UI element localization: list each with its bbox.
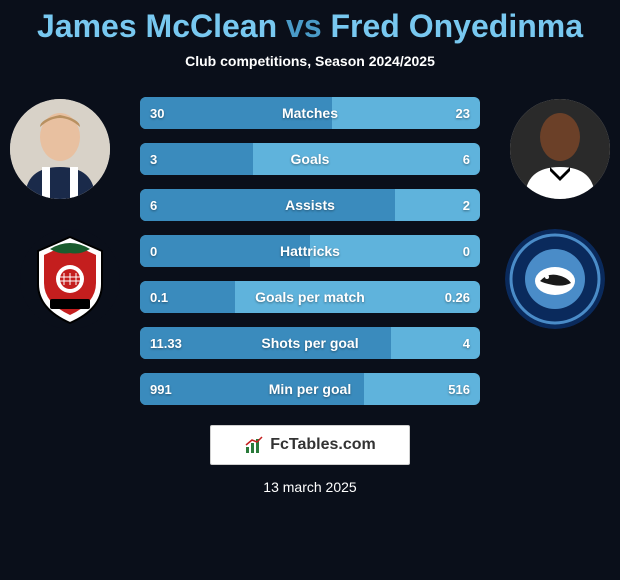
stat-label: Min per goal <box>140 381 480 397</box>
vs-label: vs <box>286 8 322 44</box>
stat-row: 6Assists2 <box>140 189 480 221</box>
fctables-logo: FcTables.com <box>210 425 410 465</box>
player1-name: James McClean <box>37 8 277 44</box>
stat-value-right: 0.26 <box>445 290 470 305</box>
subtitle: Club competitions, Season 2024/2025 <box>0 53 620 69</box>
stat-label: Goals per match <box>140 289 480 305</box>
stat-row: 3Goals6 <box>140 143 480 175</box>
stat-label: Goals <box>140 151 480 167</box>
stat-label: Assists <box>140 197 480 213</box>
date-label: 13 march 2025 <box>0 479 620 495</box>
stat-label: Matches <box>140 105 480 121</box>
chart-icon <box>244 435 264 455</box>
stat-label: Shots per goal <box>140 335 480 351</box>
stat-row: 11.33Shots per goal4 <box>140 327 480 359</box>
player2-name: Fred Onyedinma <box>331 8 584 44</box>
stat-row: 30Matches23 <box>140 97 480 129</box>
stat-row: 0Hattricks0 <box>140 235 480 267</box>
fctables-text: FcTables.com <box>270 436 376 454</box>
player1-club-crest <box>20 229 120 329</box>
stat-row: 0.1Goals per match0.26 <box>140 281 480 313</box>
stat-value-right: 2 <box>463 198 470 213</box>
stat-value-right: 516 <box>448 382 470 397</box>
content-area: 30Matches233Goals66Assists20Hattricks00.… <box>0 93 620 405</box>
player1-avatar <box>10 99 110 199</box>
stat-row: 991Min per goal516 <box>140 373 480 405</box>
stat-value-right: 4 <box>463 336 470 351</box>
stat-value-right: 6 <box>463 152 470 167</box>
stat-value-right: 23 <box>456 106 470 121</box>
comparison-title: James McClean vs Fred Onyedinma <box>0 0 620 45</box>
player2-club-crest <box>505 229 605 329</box>
stat-label: Hattricks <box>140 243 480 259</box>
stat-value-right: 0 <box>463 244 470 259</box>
player2-avatar <box>510 99 610 199</box>
stat-bars: 30Matches233Goals66Assists20Hattricks00.… <box>140 93 480 405</box>
